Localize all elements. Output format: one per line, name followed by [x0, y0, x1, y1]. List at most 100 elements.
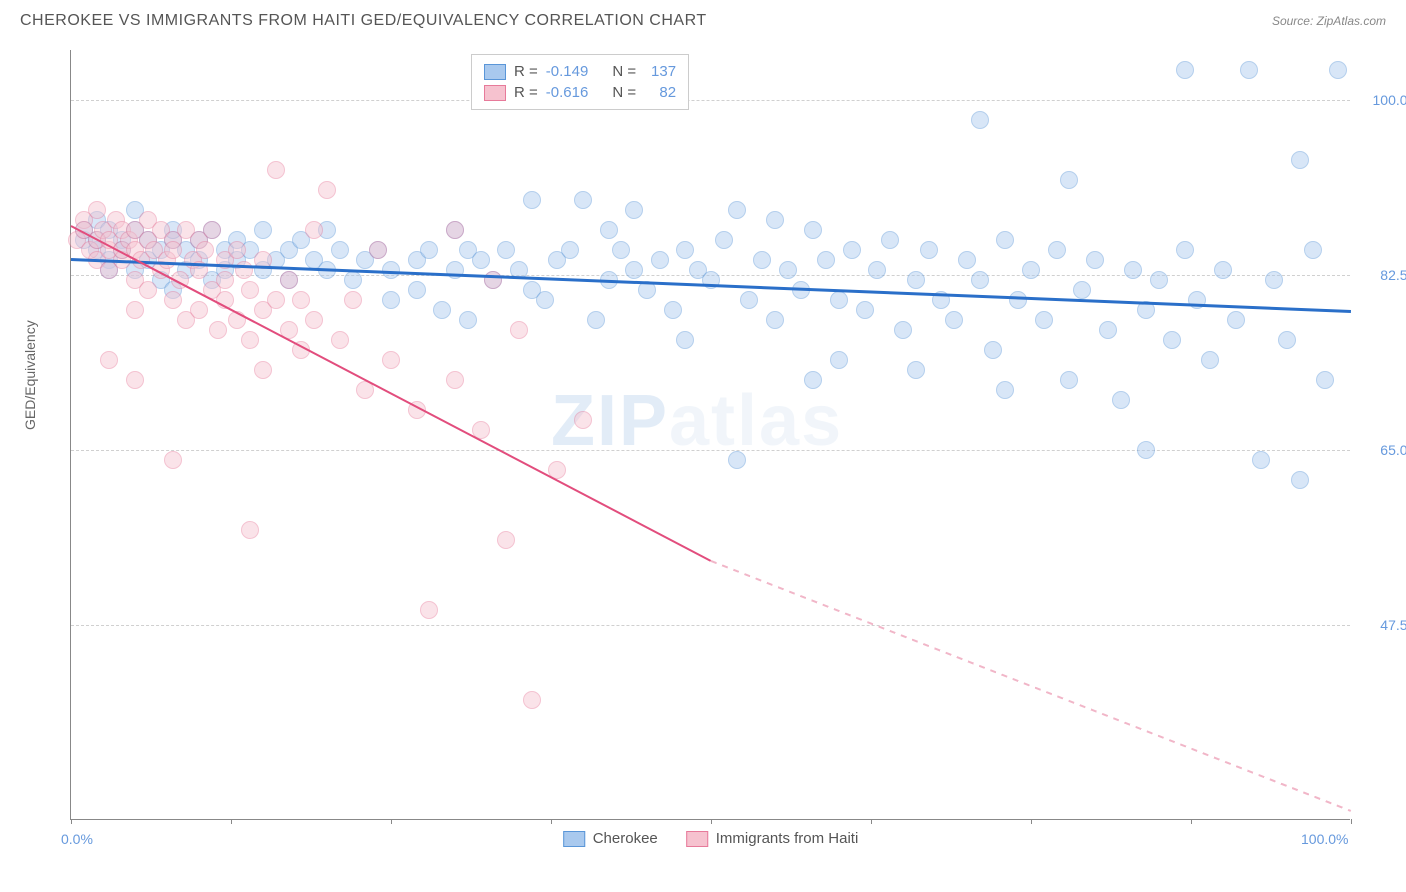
legend-item: Immigrants from Haiti: [686, 830, 859, 847]
data-point: [241, 331, 259, 349]
data-point: [196, 241, 214, 259]
data-point: [497, 241, 515, 259]
data-point: [305, 311, 323, 329]
data-point: [830, 291, 848, 309]
data-point: [484, 271, 502, 289]
chart-title: CHEROKEE VS IMMIGRANTS FROM HAITI GED/EQ…: [20, 12, 707, 30]
data-point: [1048, 241, 1066, 259]
data-point: [420, 601, 438, 619]
x-tick-mark: [231, 819, 232, 824]
data-point: [536, 291, 554, 309]
data-point: [216, 271, 234, 289]
y-tick-label: 82.5%: [1360, 267, 1406, 283]
watermark-bold: ZIP: [551, 381, 669, 461]
data-point: [612, 241, 630, 259]
data-point: [523, 191, 541, 209]
data-point: [344, 291, 362, 309]
legend-swatch: [563, 831, 585, 847]
legend-row: R =-0.149N =137: [484, 61, 676, 82]
data-point: [1304, 241, 1322, 259]
x-tick-label: 100.0%: [1301, 831, 1348, 847]
data-point: [1176, 61, 1194, 79]
data-point: [88, 201, 106, 219]
data-point: [766, 211, 784, 229]
data-point: [907, 361, 925, 379]
data-point: [280, 271, 298, 289]
data-point: [472, 251, 490, 269]
x-tick-mark: [391, 819, 392, 824]
data-point: [728, 201, 746, 219]
data-point: [331, 331, 349, 349]
data-point: [1099, 321, 1117, 339]
y-tick-label: 65.0%: [1360, 442, 1406, 458]
x-tick-mark: [71, 819, 72, 824]
r-value: -0.616: [546, 84, 589, 101]
legend-row: R =-0.616N =82: [484, 82, 676, 103]
data-point: [574, 411, 592, 429]
legend-swatch: [484, 64, 506, 80]
data-point: [1060, 171, 1078, 189]
source-name: ZipAtlas.com: [1317, 14, 1386, 28]
data-point: [651, 251, 669, 269]
data-point: [382, 351, 400, 369]
data-point: [881, 231, 899, 249]
data-point: [420, 241, 438, 259]
data-point: [1214, 261, 1232, 279]
data-point: [1124, 261, 1142, 279]
data-point: [382, 291, 400, 309]
data-point: [779, 261, 797, 279]
data-point: [139, 281, 157, 299]
data-point: [1073, 281, 1091, 299]
data-point: [1329, 61, 1347, 79]
data-point: [209, 321, 227, 339]
data-point: [126, 301, 144, 319]
data-point: [971, 271, 989, 289]
data-point: [164, 451, 182, 469]
legend-item: Cherokee: [563, 830, 658, 847]
data-point: [369, 241, 387, 259]
data-point: [1176, 241, 1194, 259]
data-point: [254, 221, 272, 239]
y-axis-label: GED/Equivalency: [22, 320, 38, 430]
gridline: [71, 450, 1350, 451]
data-point: [804, 221, 822, 239]
data-point: [804, 371, 822, 389]
legend-label: Immigrants from Haiti: [716, 830, 859, 847]
chart-header: CHEROKEE VS IMMIGRANTS FROM HAITI GED/EQ…: [0, 0, 1406, 36]
data-point: [1150, 271, 1168, 289]
data-point: [235, 261, 253, 279]
data-point: [497, 531, 515, 549]
data-point: [766, 311, 784, 329]
data-point: [817, 251, 835, 269]
data-point: [292, 291, 310, 309]
data-point: [728, 451, 746, 469]
n-label: N =: [612, 84, 636, 101]
watermark-light: atlas: [669, 381, 843, 461]
source-label: Source:: [1272, 14, 1313, 28]
data-point: [318, 181, 336, 199]
source-credit: Source: ZipAtlas.com: [1272, 14, 1386, 28]
data-point: [305, 221, 323, 239]
data-point: [510, 321, 528, 339]
data-point: [625, 261, 643, 279]
data-point: [958, 251, 976, 269]
data-point: [446, 221, 464, 239]
data-point: [996, 381, 1014, 399]
data-point: [126, 371, 144, 389]
trend-line: [711, 560, 1352, 811]
data-point: [344, 271, 362, 289]
x-tick-label: 0.0%: [61, 831, 93, 847]
data-point: [920, 241, 938, 259]
data-point: [1163, 331, 1181, 349]
x-tick-mark: [1191, 819, 1192, 824]
data-point: [459, 311, 477, 329]
data-point: [1009, 291, 1027, 309]
n-value: 137: [644, 63, 676, 80]
data-point: [843, 241, 861, 259]
data-point: [446, 371, 464, 389]
data-point: [1112, 391, 1130, 409]
data-point: [1227, 311, 1245, 329]
data-point: [1291, 151, 1309, 169]
r-value: -0.149: [546, 63, 589, 80]
data-point: [894, 321, 912, 339]
